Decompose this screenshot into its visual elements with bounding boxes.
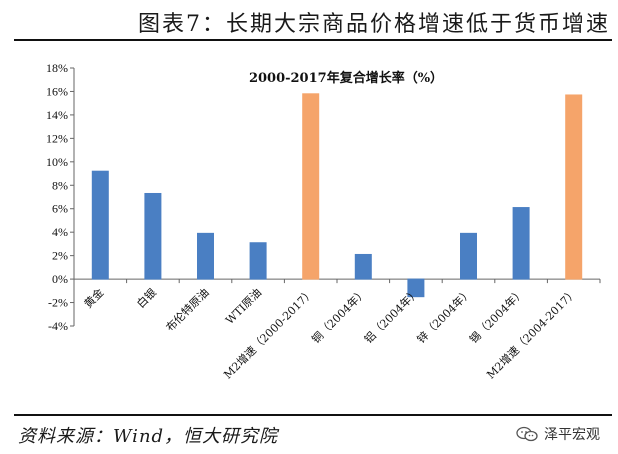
x-tick-label: M2增速（2004-2017） xyxy=(484,285,580,381)
y-tick-label: 16% xyxy=(46,84,68,98)
bar xyxy=(512,207,530,280)
x-tick-label: 铝（2004年） xyxy=(361,285,422,346)
wechat-icon xyxy=(516,426,538,442)
bar xyxy=(249,242,267,280)
bar xyxy=(565,94,583,280)
figure-title: 图表7：长期大宗商品价格增速低于货币增速 xyxy=(138,12,610,37)
y-tick-label: -2% xyxy=(48,296,68,310)
y-tick-label: 6% xyxy=(52,202,68,216)
watermark: 泽平宏观 xyxy=(516,424,600,444)
y-tick-label: -4% xyxy=(48,319,68,333)
top-rule xyxy=(14,39,612,41)
source-note: 资料来源：Wind，恒大研究院 xyxy=(18,426,279,447)
y-tick-label: 12% xyxy=(46,131,68,145)
bottom-rule xyxy=(14,414,612,416)
x-tick-label: 锡（2004年） xyxy=(466,285,527,346)
bar xyxy=(460,232,477,280)
x-tick-label: M2增速（2000-2017） xyxy=(221,285,317,381)
watermark-text: 泽平宏观 xyxy=(544,427,600,443)
y-tick-label: 0% xyxy=(52,272,68,286)
y-tick-label: 14% xyxy=(46,108,68,122)
y-tick-label: 10% xyxy=(46,155,68,169)
x-tick-label: 黄金 xyxy=(81,285,106,310)
y-tick-label: 2% xyxy=(52,249,68,263)
bar xyxy=(91,170,109,280)
y-tick-label: 4% xyxy=(52,225,68,239)
x-tick-label: 布伦特原油 xyxy=(163,285,212,334)
chart-title: 2000-2017年复合增长率（%） xyxy=(249,70,443,86)
bar xyxy=(407,278,425,298)
bar xyxy=(144,192,162,280)
bar xyxy=(302,93,320,280)
x-tick-label: 铜（2004年） xyxy=(309,285,370,346)
bar xyxy=(197,232,214,280)
y-tick-label: 18% xyxy=(46,61,68,75)
y-tick-label: 8% xyxy=(52,178,68,192)
x-tick-label: 白银 xyxy=(134,285,159,310)
bar xyxy=(354,253,372,280)
x-tick-label: WTI原油 xyxy=(223,285,265,327)
